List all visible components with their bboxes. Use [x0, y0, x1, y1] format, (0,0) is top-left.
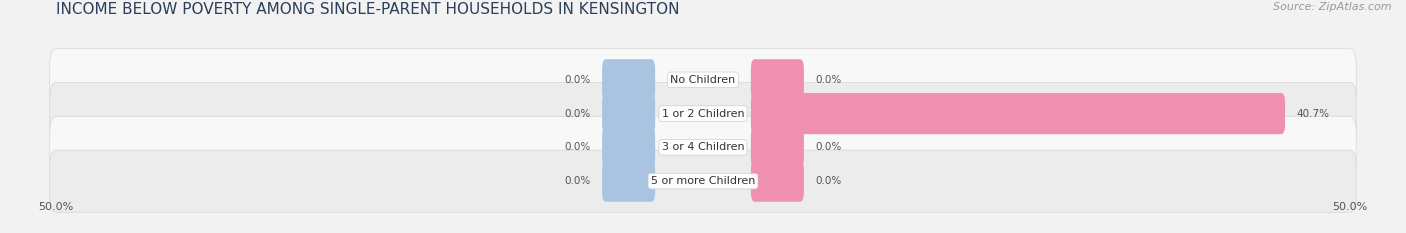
- FancyBboxPatch shape: [751, 127, 804, 168]
- Text: 0.0%: 0.0%: [815, 142, 842, 152]
- FancyBboxPatch shape: [49, 82, 1357, 145]
- FancyBboxPatch shape: [602, 59, 655, 100]
- Text: INCOME BELOW POVERTY AMONG SINGLE-PARENT HOUSEHOLDS IN KENSINGTON: INCOME BELOW POVERTY AMONG SINGLE-PARENT…: [56, 2, 679, 17]
- Text: 0.0%: 0.0%: [815, 176, 842, 186]
- Text: No Children: No Children: [671, 75, 735, 85]
- FancyBboxPatch shape: [751, 161, 804, 202]
- Text: Source: ZipAtlas.com: Source: ZipAtlas.com: [1274, 2, 1392, 12]
- FancyBboxPatch shape: [49, 116, 1357, 178]
- FancyBboxPatch shape: [602, 161, 655, 202]
- Text: 1 or 2 Children: 1 or 2 Children: [662, 109, 744, 119]
- Text: 0.0%: 0.0%: [564, 75, 591, 85]
- FancyBboxPatch shape: [751, 93, 1285, 134]
- FancyBboxPatch shape: [602, 93, 655, 134]
- Text: 0.0%: 0.0%: [564, 142, 591, 152]
- FancyBboxPatch shape: [751, 59, 804, 100]
- Text: 0.0%: 0.0%: [564, 109, 591, 119]
- FancyBboxPatch shape: [49, 150, 1357, 212]
- Text: 3 or 4 Children: 3 or 4 Children: [662, 142, 744, 152]
- FancyBboxPatch shape: [602, 127, 655, 168]
- Text: 0.0%: 0.0%: [815, 75, 842, 85]
- Text: 5 or more Children: 5 or more Children: [651, 176, 755, 186]
- FancyBboxPatch shape: [49, 49, 1357, 111]
- Text: 40.7%: 40.7%: [1296, 109, 1330, 119]
- Text: 0.0%: 0.0%: [564, 176, 591, 186]
